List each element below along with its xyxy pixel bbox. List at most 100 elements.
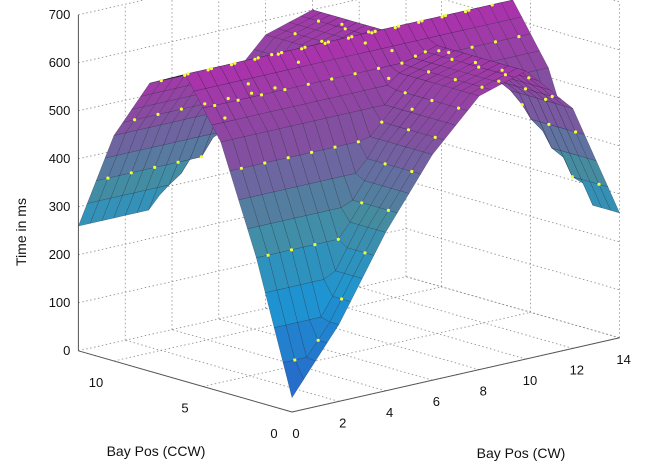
x-tick-label: 4 [386,405,393,420]
data-marker [313,243,317,247]
z-tick-label: 100 [49,295,71,310]
z-axis-label: Time in ms [13,198,29,266]
data-marker [550,94,554,99]
data-marker [463,10,468,14]
surface-cell [154,87,177,105]
data-marker [574,130,578,134]
surface-cell [381,166,404,189]
data-marker [470,45,474,49]
surface-cell [380,45,403,66]
data-marker [450,57,454,62]
data-marker [333,145,337,149]
surface-cell [527,95,550,125]
data-marker [263,161,267,165]
data-marker [387,76,391,80]
data-marker [223,116,227,120]
grid-line [312,297,527,360]
data-marker [199,155,204,159]
surface-cell [317,321,340,344]
data-markers [106,3,601,362]
data-marker [430,98,434,103]
data-marker [376,66,381,70]
z-tick-label: 400 [49,151,71,166]
grid-line [444,0,620,51]
data-marker [330,77,334,81]
data-marker [570,175,574,179]
surface-cell [424,45,447,55]
surface-cell [136,114,159,131]
data-marker [346,36,351,40]
axis-edge [291,337,620,413]
surface-cell [495,65,518,75]
x-tick-label: 14 [616,352,630,367]
data-marker [523,87,528,91]
surface-cell [136,187,158,214]
z-tick-label: 0 [63,343,70,358]
data-marker [276,52,280,56]
data-marker [393,26,397,30]
data-marker [433,135,437,139]
data-marker [270,53,274,57]
data-marker [350,35,354,39]
surface-cell [364,229,386,256]
surface-cell [98,175,121,202]
x-tick-label: 8 [480,384,487,399]
surface-cell [161,75,182,81]
surface-cell [166,85,189,102]
data-marker [363,251,367,255]
data-marker [253,57,257,61]
surface-cell [151,121,173,148]
y-axis-label: Bay Pos (CCW) [107,443,206,459]
surface-cell [419,62,441,73]
data-marker [179,107,183,111]
x-tick-label: 0 [292,426,299,441]
data-marker [527,76,531,80]
surface-cell [262,37,284,55]
data-marker [477,65,481,69]
data-marker [437,49,441,53]
surface-cell [291,35,314,46]
data-marker [390,49,394,53]
data-marker [490,3,494,7]
surface-cell [287,154,310,187]
surface-cell [113,119,136,136]
data-marker [250,91,254,95]
x-tick-label: 12 [570,362,584,377]
axis-edge [78,350,293,413]
data-marker [367,30,371,34]
surface-cell [516,86,538,99]
data-marker [316,338,320,342]
data-marker [410,107,414,111]
data-marker [343,27,347,31]
surface-cell [528,77,550,90]
data-marker [383,162,387,166]
surface-cell [481,80,504,91]
surface-cell [314,117,336,151]
surface-mesh [77,0,621,399]
data-marker [547,122,551,126]
data-marker [239,166,243,170]
data-marker [236,98,240,102]
surface-cell [545,100,568,130]
surface-cell [434,76,456,87]
data-marker [159,79,163,83]
data-marker [203,102,207,106]
grid-line [359,286,573,349]
data-marker [480,85,484,89]
surface-cell [530,118,552,149]
surface-cell [154,141,176,168]
data-marker [373,29,377,33]
data-marker [323,41,327,46]
data-marker [296,60,300,64]
surface-cell [125,116,147,134]
data-marker [233,61,237,65]
surface-cell [495,38,517,60]
z-tick-label: 600 [49,55,71,70]
data-marker [356,140,360,144]
x-tick-label: 10 [523,373,537,388]
data-marker [370,31,374,35]
data-marker [417,20,421,24]
surface-cell [258,223,281,256]
data-marker [280,51,284,55]
surface-cell [388,190,410,214]
